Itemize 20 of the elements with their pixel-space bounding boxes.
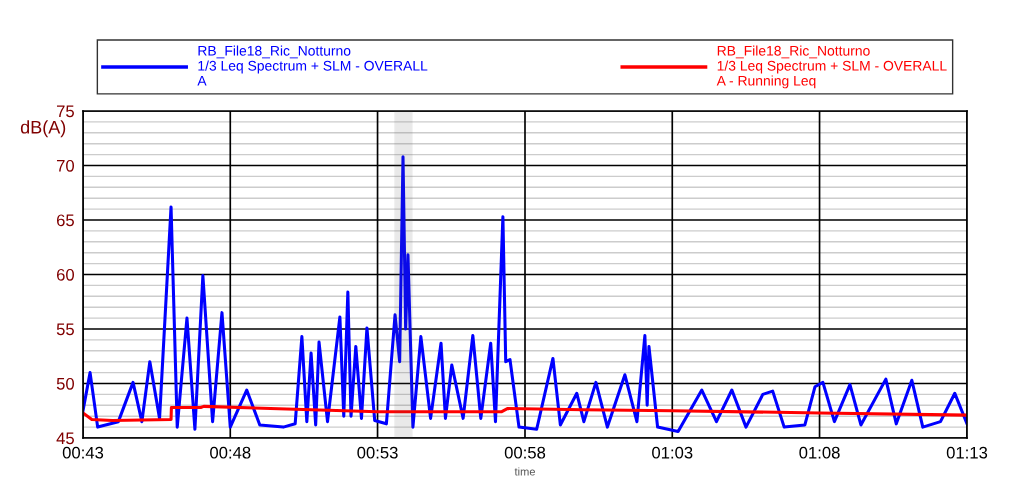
text: RB_File18_Ric_Notturno 1/3 Leq Spectrum + SLM - OVERALL A	[197, 45, 428, 86]
x-tick-label: 01:08	[799, 446, 840, 459]
y-axis-title: dB(A)	[20, 120, 66, 138]
x-tick-label: 01:03	[652, 446, 693, 459]
y-tick-label: 65	[56, 214, 74, 227]
x-axis-title: time	[514, 467, 535, 476]
text: RB_File18_Ric_Notturno 1/3 Leq Spectrum + SLM - OVERALL A - Running Leq	[716, 45, 947, 89]
y-tick-label: 70	[56, 159, 75, 172]
y-tick-label: 55	[56, 323, 74, 336]
y-tick-label: 60	[56, 268, 75, 281]
line-series	[83, 404, 967, 423]
x-tick-label: 01:13	[946, 446, 988, 459]
x-tick-label: 00:58	[504, 446, 546, 459]
x-tick-label: 00:53	[357, 446, 398, 459]
x-tick-label: 00:48	[210, 446, 251, 459]
line-series	[83, 155, 967, 433]
x-tick-label: 00:43	[62, 446, 104, 459]
y-tick-label: 75	[56, 105, 74, 118]
y-tick-label: 50	[56, 377, 75, 390]
y-tick-label: 45	[56, 432, 74, 445]
